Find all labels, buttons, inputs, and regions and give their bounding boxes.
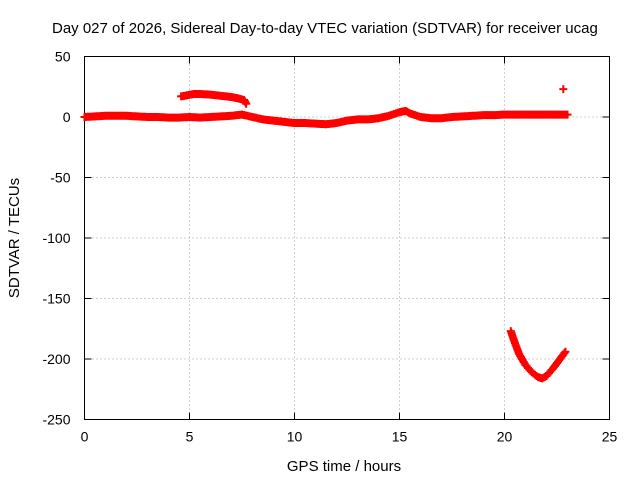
chart-title: Day 027 of 2026, Sidereal Day-to-day VTE…	[52, 20, 598, 37]
x-axis-title: GPS time / hours	[287, 458, 401, 475]
y-tick-label: 0	[63, 109, 71, 125]
series-upper-arc	[177, 90, 251, 108]
data-point	[242, 99, 251, 108]
x-tick-label: 15	[392, 429, 408, 445]
series-lower-arc	[506, 327, 570, 383]
x-tick-label: 20	[497, 429, 513, 445]
y-tick-label: -250	[42, 412, 70, 428]
points-layer	[80, 85, 572, 383]
y-tick-label: -100	[42, 230, 70, 246]
y-axis-title: SDTVAR / TECUs	[6, 178, 23, 298]
x-tick-label: 10	[287, 429, 303, 445]
series-main	[80, 106, 572, 129]
y-tick-label: 50	[55, 49, 71, 65]
series-late-point	[559, 85, 568, 94]
data-point	[561, 347, 570, 356]
y-tick-label: -150	[42, 291, 70, 307]
y-tick-label: -50	[50, 170, 70, 186]
x-tick-label: 5	[186, 429, 194, 445]
data-point	[563, 110, 572, 119]
tick-layer: 0 5 10 15 20 25 50 0 -50 -100 -150 -200 -250	[42, 49, 617, 445]
x-tick-label: 25	[602, 429, 618, 445]
y-tick-label: -200	[42, 351, 70, 367]
data-point	[560, 349, 569, 358]
x-tick-label: 0	[81, 429, 89, 445]
data-point	[559, 85, 568, 94]
